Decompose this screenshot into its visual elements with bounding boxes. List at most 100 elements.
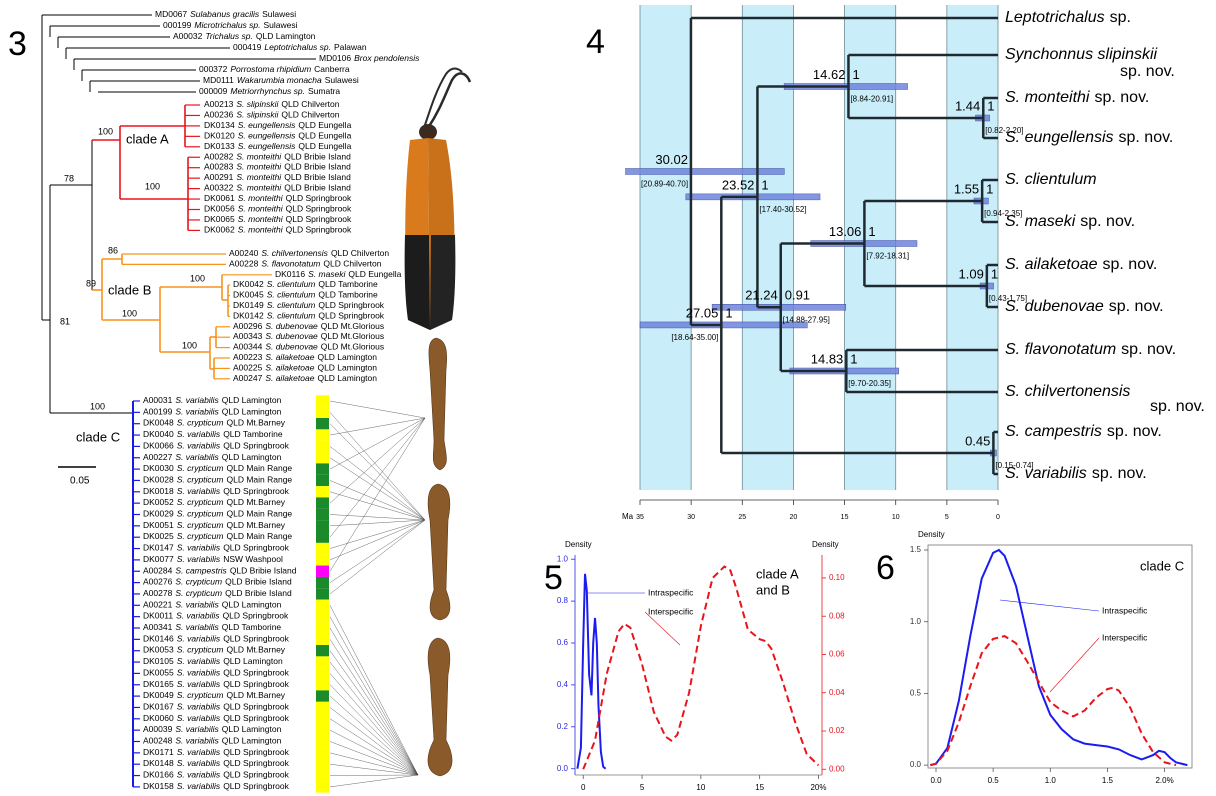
taxon-locality: QLD Springbrook	[223, 668, 289, 678]
taxon-locality: QLD Bribie Island	[284, 162, 351, 172]
support-value: 81	[60, 316, 70, 326]
taxon-code: A00344	[233, 342, 263, 352]
y-tick-label: 0.5	[910, 689, 922, 698]
connector-line	[330, 520, 425, 583]
taxon-locality: QLD Mt.Barney	[226, 520, 285, 530]
hpd-label: [7.92-18.31]	[866, 252, 909, 261]
taxon-locality: Sulawesi	[262, 9, 296, 19]
species-bar-cell	[316, 395, 329, 406]
taxon-locality: QLD Bribie Island	[225, 577, 292, 587]
taxon-locality: QLD Lamington	[222, 736, 282, 746]
x-tick-label: 20	[790, 514, 798, 521]
x-tick-label: 20%	[810, 783, 826, 792]
taxon-locality: QLD Springbrook	[223, 441, 289, 451]
taxon-code: A00240	[229, 248, 259, 258]
tip-name: S. clientulum	[1005, 171, 1097, 188]
taxon-code: DK0018	[143, 486, 174, 496]
taxon-species: S. crypticum	[177, 463, 224, 473]
x-tick-label: 5	[640, 783, 645, 792]
taxon-code: DK0149	[233, 300, 264, 310]
panel-label: 6	[876, 549, 895, 587]
taxon-label: DK0011S. variabilisQLD Springbrook	[143, 611, 289, 621]
connector-line	[330, 418, 425, 503]
taxon-species: S. variabilis	[177, 713, 221, 723]
taxon-label: DK0167S. variabilisQLD Springbrook	[143, 702, 290, 712]
taxon-label: A00284S. campestrisQLD Bribie Island	[143, 566, 297, 576]
connector-line	[330, 480, 425, 520]
connector-line	[330, 458, 425, 520]
tip-name: S. chilvertonensis	[1005, 383, 1130, 400]
node-age: 27.05	[686, 305, 719, 320]
taxon-code: DK0146	[143, 634, 174, 644]
time-band	[742, 5, 793, 490]
taxon-code: DK0167	[143, 702, 174, 712]
taxon-code: A00223	[233, 352, 263, 362]
taxon-label: DK0018S. variabilisQLD Springbrook	[143, 486, 290, 496]
taxon-code: A00291	[204, 172, 234, 182]
taxon-species: S. variabilis	[175, 600, 219, 610]
tip-label: S. clientulum	[1005, 171, 1097, 188]
tip-suffix: sp. nov.	[1119, 129, 1174, 146]
hpd-label: [20.89-40.70]	[641, 180, 688, 189]
taxon-species: S. dubenovae	[265, 321, 318, 331]
time-band	[640, 5, 691, 490]
node-age: 1.44	[955, 98, 980, 113]
taxon-code: A00227	[143, 452, 173, 462]
species-bar-cell	[316, 702, 329, 713]
panel-label: 4	[586, 23, 605, 61]
taxon-species: S. clientulum	[267, 290, 316, 300]
taxon-species: S. clientulum	[267, 279, 316, 289]
taxon-code: 000419	[233, 42, 262, 52]
species-bar-cell	[316, 656, 329, 667]
taxon-locality: QLD Tamborine	[222, 622, 282, 632]
taxon-species: S. variabilis	[177, 668, 221, 678]
taxon-species: S. crypticum	[175, 588, 222, 598]
species-bar-cell	[316, 497, 329, 508]
taxon-code: A00278	[143, 588, 173, 598]
species-bar-cell	[316, 543, 329, 554]
x-tick-label: 1.5	[1102, 776, 1114, 785]
species-bar-cell	[316, 634, 329, 645]
taxon-species: S. variabilis	[177, 781, 221, 791]
taxon-species: Brox pendolensis	[354, 53, 420, 63]
taxon-code: 000009	[199, 86, 228, 96]
taxon-locality: QLD Chilverton	[323, 259, 381, 269]
connector-line	[330, 520, 425, 560]
taxon-locality: QLD Springbrook	[223, 713, 289, 723]
taxon-species: S. variabilis	[177, 770, 221, 780]
taxon-species: S. monteithi	[238, 214, 284, 224]
taxon-code: A00282	[204, 152, 234, 162]
taxon-code: DK0133	[204, 141, 235, 151]
taxon-code: DK0053	[143, 645, 174, 655]
taxon-species: S. slipinskii	[236, 99, 279, 109]
connector-line	[330, 520, 425, 549]
connector-line	[330, 696, 418, 775]
species-bar-cell	[316, 668, 329, 679]
tip-name: Synchonnus slipinskii	[1005, 46, 1158, 63]
node-age: 13.06	[829, 224, 862, 239]
taxon-locality: QLD Mt.Glorious	[321, 321, 384, 331]
species-bar-cell	[316, 759, 329, 770]
x-axis-label: Ma	[622, 512, 634, 521]
support-value: 86	[108, 245, 118, 255]
taxon-locality: QLD Main Range	[226, 531, 292, 541]
taxon-locality: QLD Main Range	[226, 509, 292, 519]
taxon-locality: QLD Springbrook	[223, 781, 289, 791]
x-tick-label: 5	[945, 514, 949, 521]
taxon-locality: QLD Eungella	[298, 141, 351, 151]
taxon-locality: QLD Bribie Island	[284, 183, 351, 193]
tip-suffix: sp. nov.	[1103, 256, 1158, 273]
species-bar-cell	[316, 463, 329, 474]
y2-tick-label: 0.04	[829, 688, 845, 697]
